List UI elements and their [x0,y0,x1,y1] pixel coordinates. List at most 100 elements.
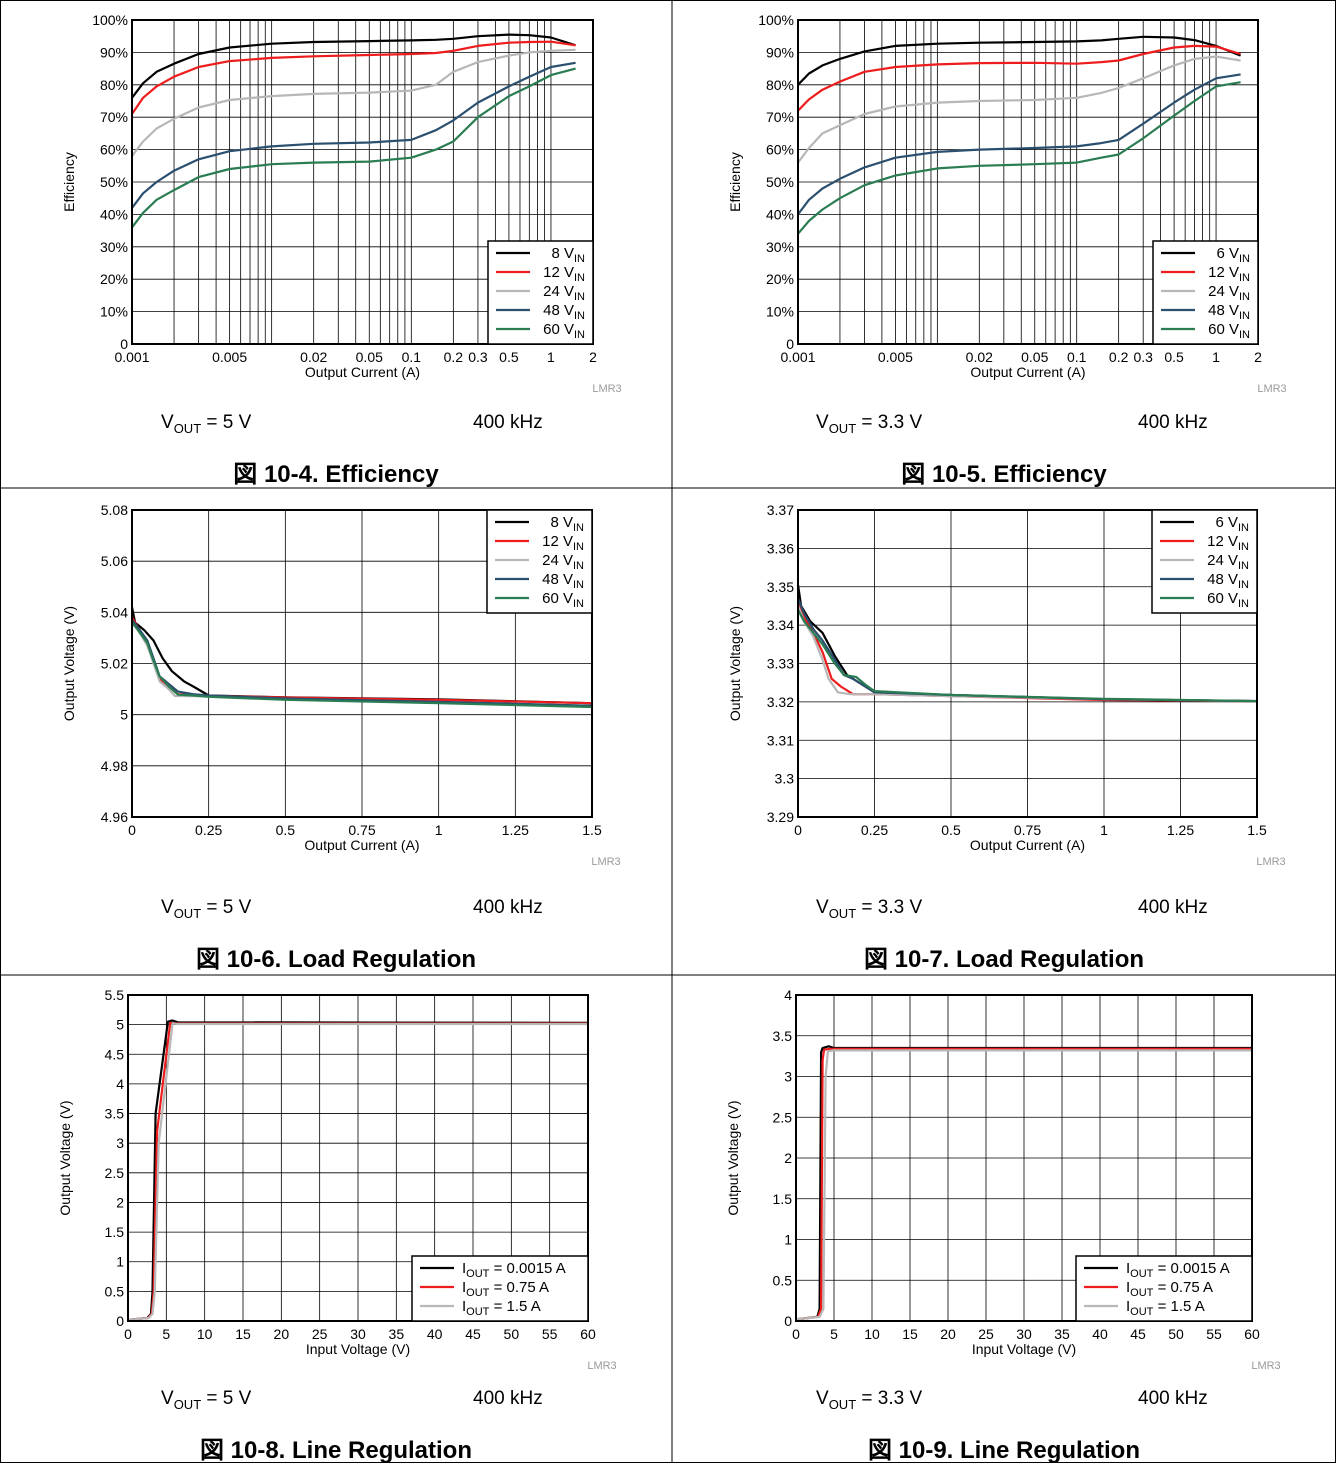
series-line [797,81,1241,235]
legend-label: 8 VIN [550,514,584,534]
vout-condition: VOUT = 3.3 V [816,412,923,436]
legend-label: 60 VIN [542,590,584,610]
x-tick-label: 60 [580,1326,596,1342]
legend-label: IOUT = 0.75 A [462,1279,549,1299]
x-tick-label: 0.1 [1067,349,1087,365]
figure-caption: 図 10-9. Line Regulation [867,1437,1141,1464]
x-tick-label: 0.5 [276,822,296,838]
y-tick-label: 2 [784,1150,792,1166]
x-tick-label: 25 [312,1326,328,1342]
y-tick-label: 3.37 [767,502,794,518]
series-line [131,48,576,157]
x-tick-label: 15 [902,1326,918,1342]
y-tick-label: 3.35 [767,579,794,595]
legend-label: 48 VIN [543,302,585,322]
y-tick-label: 10% [766,304,794,320]
x-axis-label: Output Current (A) [970,364,1085,380]
x-tick-label: 1 [1100,822,1108,838]
series-group [131,33,576,229]
figure-caption: 図 10-5. Efficiency [901,461,1107,488]
series-line [131,619,593,707]
y-tick-label: 5 [116,1017,124,1033]
y-tick-label: 4.96 [101,809,128,825]
series-line [797,44,1241,112]
x-tick-label: 35 [389,1326,405,1342]
x-tick-label: 5 [162,1326,170,1342]
x-tick-label: 25 [978,1326,994,1342]
legend-label: 12 VIN [543,264,585,284]
x-axis-label: Input Voltage (V) [972,1341,1076,1357]
legend-label: IOUT = 1.5 A [1126,1298,1205,1318]
x-tick-label: 0.05 [356,349,383,365]
y-tick-label: 5.06 [101,553,128,569]
y-tick-label: 5.04 [101,604,128,620]
legend-box [487,240,594,345]
vout-condition: VOUT = 5 V [161,1388,252,1412]
chart-panel: 0 0.5 1 1.5 2 2.5 3 3.5 4 0 5 10 15 20 25 30 35 40 45 50 55 6… [672,975,1336,1464]
x-tick-label: 1.25 [1167,822,1194,838]
y-tick-label: 1 [116,1254,124,1270]
y-tick-label: 3.3 [775,771,795,787]
x-tick-label: 55 [1206,1326,1222,1342]
y-tick-label: 3.29 [767,809,794,825]
x-tick-label: 1.25 [502,822,529,838]
series-line [795,1049,1252,1321]
y-tick-label: 1.5 [105,1224,125,1240]
figure-caption: 図 10-4. Efficiency [233,461,439,488]
frequency-label: 400 kHz [473,412,543,433]
x-tick-label: 0.2 [444,349,464,365]
chart-panel: 4.96 4.98 5 5.02 5.04 5.06 5.08 0 0.25 0.5 0.75 1 1.… [0,488,672,975]
y-tick-label: 0 [784,1313,792,1329]
x-tick-label: 1.5 [1247,822,1267,838]
x-tick-label: 2 [1254,349,1262,365]
x-tick-label: 1.5 [582,822,602,838]
x-tick-label: 55 [542,1326,558,1342]
plot-border [797,19,1259,345]
series-group [796,584,1258,703]
y-tick-label: 70% [100,109,128,125]
chart-panel: 0 10% 20% 30% 40% 50% 60% 70% 80% 90% 100% 0.001 0.0… [672,0,1336,488]
chart-svg: 0 10% 20% 30% 40% 50% 60% 70% 80% 90% 100% 0.001 0.0… [727,12,1287,395]
figure-watermark: LMR3 [1251,1360,1280,1372]
legend-label: 48 VIN [1207,571,1249,591]
chart-svg: 00.511.522.533.540 5 10 15 20 25 30 35 40 45 50 55 6… [725,987,1281,1372]
y-axis-label: Efficiency [61,152,77,212]
chart-panel: 0 0.5 1 1.5 2 2.5 3 3.5 4 4.5 5 5.5 0 5 10 15 20 25 30 35 40… [0,975,672,1464]
x-tick-label: 0.5 [941,822,961,838]
y-tick-label: 50% [766,174,794,190]
figure-watermark: LMR3 [591,856,620,868]
y-tick-label: 80% [766,77,794,93]
series-line [131,40,576,115]
vout-condition: VOUT = 5 V [161,897,252,921]
series-line [127,1022,588,1321]
legend-label: IOUT = 0.75 A [1126,1279,1213,1299]
plot-border [127,994,589,1322]
frequency-label: 400 kHz [473,1388,543,1409]
y-tick-label: 0 [120,336,128,352]
x-tick-label: 45 [465,1326,481,1342]
series-line [131,621,593,709]
legend-box [1151,509,1258,614]
y-tick-label: 2.5 [105,1165,125,1181]
legend-label: IOUT = 0.0015 A [1126,1260,1230,1280]
y-tick-label: 100% [92,12,128,28]
legend-box [411,1255,589,1322]
legend-box [1152,240,1259,345]
y-tick-label: 90% [766,44,794,60]
series-group [130,606,593,709]
x-tick-label: 0 [128,822,136,838]
y-tick-label: 3.33 [767,656,794,672]
x-axis-label: Output Current (A) [304,837,419,853]
series-line [131,33,576,99]
legend-label: 12 VIN [1208,264,1250,284]
x-tick-label: 0.25 [195,822,222,838]
x-tick-label: 5 [830,1326,838,1342]
y-tick-label: 2.5 [773,1109,793,1125]
x-tick-label: 0 [792,1326,800,1342]
x-tick-label: 15 [235,1326,251,1342]
series-line [797,73,1241,216]
y-tick-label: 0 [786,336,794,352]
